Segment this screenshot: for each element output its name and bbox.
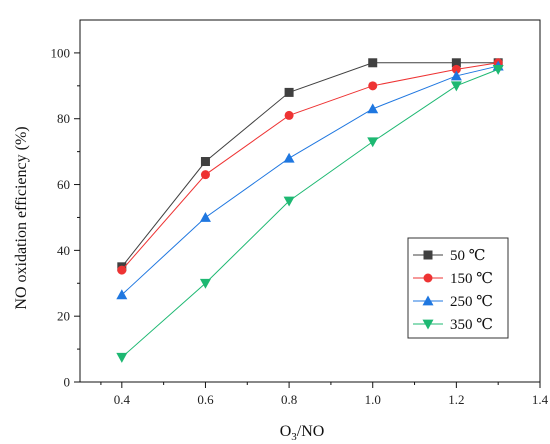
legend: 50 ℃ 150 ℃ 250 ℃ 350 ℃ <box>407 237 509 339</box>
data-point <box>283 196 295 207</box>
legend-label: 150 ℃ <box>450 271 493 287</box>
legend-marker <box>423 250 433 260</box>
data-point <box>450 70 462 81</box>
legend-entry: 250 ℃ <box>413 294 493 310</box>
x-axis-title-tail: /NO <box>297 423 325 440</box>
data-point <box>116 352 128 363</box>
data-point <box>368 58 378 68</box>
data-point <box>116 289 128 300</box>
data-point <box>200 170 210 180</box>
legend-entry: 150 ℃ <box>413 271 493 287</box>
x-tick-label: 1.0 <box>365 392 381 407</box>
x-tick-label: 0.8 <box>281 392 297 407</box>
data-point <box>283 152 295 163</box>
legend-marker <box>422 295 434 306</box>
series-3 <box>116 64 504 363</box>
legend-label: 250 ℃ <box>450 294 493 310</box>
series-line <box>121 62 499 268</box>
legend-label: 50 ℃ <box>450 248 486 264</box>
legend-entry: 50 ℃ <box>413 248 486 264</box>
x-axis-title: O3/NO <box>280 423 325 443</box>
data-point <box>450 81 462 92</box>
series-line <box>121 62 499 271</box>
data-point <box>117 265 127 275</box>
x-axis-title-main: O <box>280 423 292 440</box>
y-tick-label: 100 <box>51 45 71 60</box>
data-point <box>368 81 378 91</box>
y-tick-label: 20 <box>57 309 70 324</box>
data-point <box>284 110 294 120</box>
x-tick-label: 0.6 <box>197 392 214 407</box>
y-tick-label: 0 <box>64 375 71 390</box>
data-point <box>284 87 294 97</box>
legend-label: 350 ℃ <box>450 317 493 333</box>
data-point <box>367 137 379 148</box>
series-layer <box>116 58 504 363</box>
plot-frame <box>79 19 541 383</box>
legend-marker <box>423 273 433 283</box>
axes: 0 20 40 60 80 100 0.4 0.6 0.8 1.0 1.2 1.4 <box>51 19 549 407</box>
data-point <box>200 157 210 167</box>
legend-marker <box>422 319 434 330</box>
series-line <box>121 68 499 358</box>
y-tick-label: 40 <box>57 243 70 258</box>
data-point <box>367 103 379 114</box>
data-point <box>492 64 504 75</box>
y-axis-title: NO oxidation efficiency (%) <box>13 126 30 309</box>
y-tick-label: 60 <box>57 177 70 192</box>
x-axis-title-subscript: 3 <box>291 431 297 443</box>
x-tick-label: 1.2 <box>448 392 464 407</box>
legend-entry: 350 ℃ <box>413 317 493 333</box>
data-point <box>451 58 461 68</box>
y-tick-label: 80 <box>57 111 70 126</box>
x-tick-label: 1.4 <box>532 392 549 407</box>
data-point <box>451 64 461 74</box>
data-point <box>199 211 211 222</box>
x-tick-label: 0.4 <box>114 392 131 407</box>
data-point <box>199 278 211 289</box>
series-line <box>121 65 499 296</box>
